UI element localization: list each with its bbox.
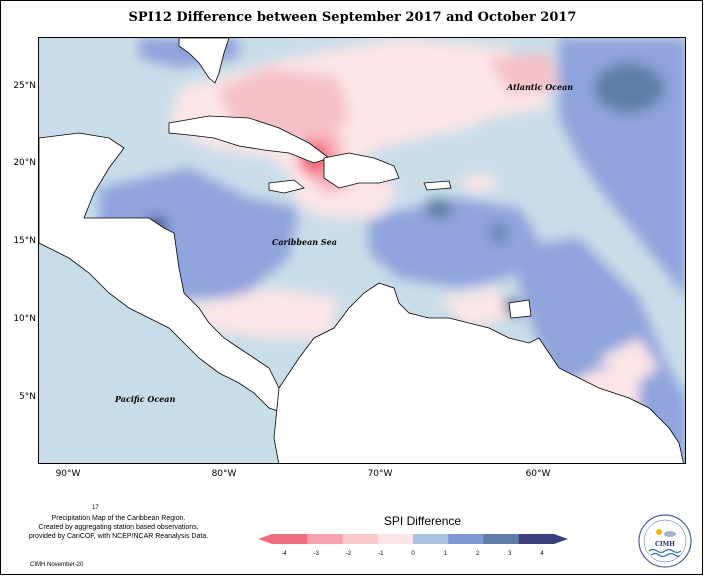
legend-swatch bbox=[307, 534, 343, 544]
spi-map-svg: Atlantic Ocean Caribbean Sea Pacific Oce… bbox=[39, 38, 685, 463]
footnote: Precipitation Map of the Caribbean Regio… bbox=[6, 514, 231, 541]
legend-swatch bbox=[413, 534, 449, 544]
lat-label-20n: 20°N bbox=[13, 158, 36, 168]
legend-swatch bbox=[342, 534, 379, 544]
legend-tick-label: 0 bbox=[411, 551, 415, 557]
legend-swatch bbox=[377, 534, 414, 544]
pacific-ocean-label: Pacific Ocean bbox=[114, 394, 175, 404]
atlantic-ocean-label: Atlantic Ocean bbox=[506, 82, 573, 92]
legend-swatch bbox=[448, 534, 484, 544]
legend-swatch bbox=[483, 534, 520, 544]
florida-land bbox=[178, 38, 230, 84]
lat-label-5n: 5°N bbox=[19, 392, 36, 402]
page-number: 17 bbox=[92, 505, 99, 511]
south-america-land bbox=[273, 282, 684, 463]
logo-inner-ring bbox=[643, 519, 687, 563]
legend-tick-label: 2 bbox=[476, 551, 480, 557]
cimh-logo: CIMH bbox=[638, 514, 692, 568]
legend-tick-label: -3 bbox=[314, 551, 320, 557]
central-pink-region bbox=[179, 288, 339, 338]
map-title: SPI12 Difference between September 2017 … bbox=[128, 10, 577, 25]
guiana-pink-spot bbox=[599, 338, 659, 388]
legend-arrow-low bbox=[258, 534, 272, 544]
legend-tick-label: 4 bbox=[540, 551, 544, 557]
central-america-land bbox=[39, 132, 290, 414]
cuba-land bbox=[168, 115, 330, 164]
legend-arrow-high bbox=[554, 534, 568, 544]
legend-swatch bbox=[518, 534, 555, 544]
credit-line: CIMH November-20 bbox=[30, 562, 84, 568]
puerto-rico-land bbox=[423, 180, 452, 191]
wave-icon-2 bbox=[650, 552, 680, 558]
puerto-rico-dark-spot bbox=[425, 198, 453, 218]
legend-tick-label: 1 bbox=[444, 551, 448, 557]
lon-label-80w: 80°W bbox=[211, 469, 237, 479]
atlantic-pink-spot bbox=[489, 53, 559, 93]
footnote-line-1: Precipitation Map of the Caribbean Regio… bbox=[51, 515, 186, 522]
hispaniola-land bbox=[323, 152, 400, 189]
legend-tick-label: 3 bbox=[508, 551, 512, 557]
legend-tick-label: -4 bbox=[281, 551, 287, 557]
caribbean-east-blue-region bbox=[369, 198, 539, 288]
sun-icon bbox=[656, 529, 662, 535]
footnote-line-3: provided by CariCOF, with NCEP/NCAR Rean… bbox=[28, 533, 209, 540]
leeward-pink-spot bbox=[459, 173, 499, 193]
lon-label-60w: 60°W bbox=[525, 469, 551, 479]
antilles-dark-spot bbox=[491, 223, 507, 243]
legend-title: SPI Difference bbox=[383, 514, 462, 528]
caribbean-sea-label: Caribbean Sea bbox=[272, 237, 337, 247]
lat-label-10n: 10°N bbox=[13, 314, 36, 324]
logo-text: CIMH bbox=[655, 541, 675, 548]
legend-swatch bbox=[272, 534, 308, 544]
wave-icon bbox=[648, 548, 682, 554]
spi-map: Atlantic Ocean Caribbean Sea Pacific Oce… bbox=[38, 37, 686, 464]
jamaica-land bbox=[268, 179, 305, 194]
venezuela-pink-region bbox=[439, 288, 509, 328]
lon-label-70w: 70°W bbox=[367, 469, 393, 479]
footnote-line-2: Created by aggregating station based obs… bbox=[38, 524, 199, 531]
lon-label-90w: 90°W bbox=[55, 469, 81, 479]
lat-label-15n: 15°N bbox=[13, 236, 36, 246]
legend-tick-label: -1 bbox=[378, 551, 384, 557]
legend-tick-label: -2 bbox=[346, 551, 352, 557]
legend-colorbar: -4 -3 -2 -1 0 1 2 3 4 bbox=[258, 534, 568, 557]
land-masses bbox=[39, 38, 684, 463]
cloud-icon bbox=[664, 531, 676, 537]
lat-label-25n: 25°N bbox=[13, 81, 36, 91]
trinidad-land bbox=[508, 299, 532, 319]
atlantic-dark-spot bbox=[594, 63, 664, 113]
